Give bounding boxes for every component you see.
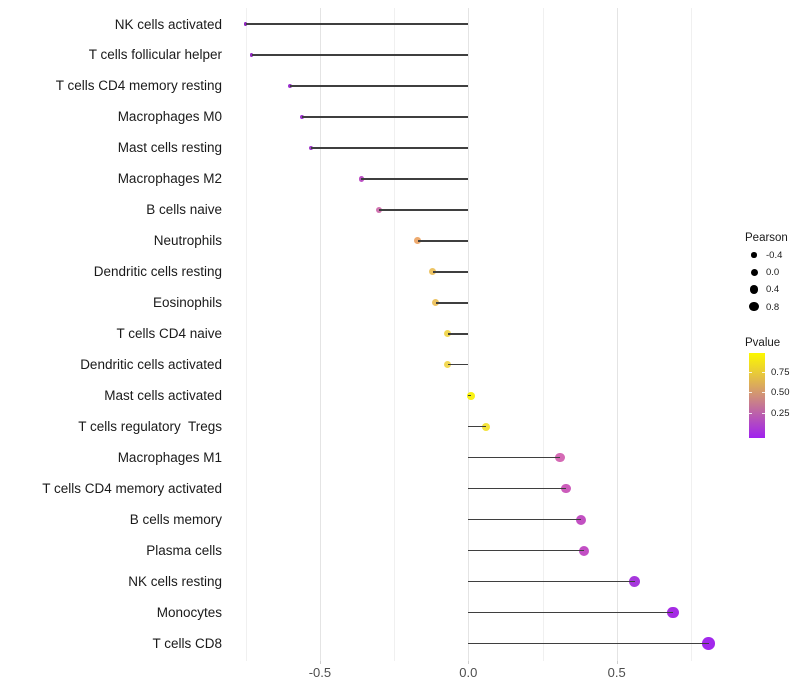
gridline-major <box>319 8 321 661</box>
category-label: Eosinophils <box>152 295 222 311</box>
category-label: Mast cells activated <box>104 388 222 404</box>
x-tick-mark <box>616 661 618 664</box>
lollipop-stem <box>432 271 469 273</box>
lollipop-dot <box>467 391 476 400</box>
lollipop-dot <box>432 299 440 307</box>
category-label: Plasma cells <box>146 543 222 559</box>
pvalue-colorbar <box>749 353 765 438</box>
lollipop-stem <box>435 302 469 304</box>
lollipop-stem <box>468 425 487 428</box>
category-label: Macrophages M1 <box>117 450 222 466</box>
lollipop-dot <box>576 514 587 525</box>
gridline-major <box>468 8 470 661</box>
size-legend-label: 0.4 <box>766 284 780 296</box>
lollipop-dot <box>628 575 641 588</box>
lollipop-dot <box>249 53 254 57</box>
colorbar-label: 0.25 <box>771 407 790 419</box>
category-label: Macrophages M0 <box>117 109 222 125</box>
category-label: T cells CD4 naive <box>116 326 222 342</box>
lollipop-stem <box>468 518 582 521</box>
gridline-minor <box>394 8 396 661</box>
lollipop-dot <box>667 606 680 619</box>
x-tick-label: -0.5 <box>308 665 332 680</box>
size-legend-label: -0.4 <box>766 250 783 261</box>
lollipop-stem <box>468 456 561 459</box>
size-legend-dot <box>751 252 757 258</box>
lollipop-dot <box>414 237 422 245</box>
lollipop-dot <box>555 452 566 463</box>
category-label: NK cells activated <box>114 16 222 32</box>
size-legend-title: Pearson <box>745 232 788 244</box>
x-tick-mark <box>319 661 321 664</box>
lollipop-stem <box>447 333 469 335</box>
colorbar-tick <box>749 412 752 414</box>
lollipop-stem <box>302 116 469 118</box>
category-label: Macrophages M2 <box>117 171 222 187</box>
colorbar-tick <box>762 372 765 374</box>
category-label: T cells CD4 memory activated <box>42 481 222 497</box>
lollipop-stem <box>417 240 469 242</box>
colorbar-label: 0.75 <box>771 367 790 379</box>
category-label: T cells CD4 memory resting <box>55 78 222 94</box>
size-legend-dot <box>749 285 759 294</box>
lollipop-stem <box>468 549 585 552</box>
category-label: T cells CD8 <box>152 636 222 651</box>
category-label: Dendritic cells activated <box>80 357 222 373</box>
lollipop-dot <box>288 83 293 89</box>
x-tick-label: 0.5 <box>607 665 626 680</box>
lollipop-stem <box>310 147 469 149</box>
lollipop-dot <box>376 206 383 213</box>
lollipop-dot <box>429 268 437 276</box>
category-label: T cells regulatory Tregs <box>78 419 222 435</box>
lollipop-stem <box>245 23 469 25</box>
lollipop-stem <box>468 611 674 614</box>
lollipop-stem <box>468 642 709 645</box>
gridline-minor <box>690 8 692 661</box>
category-label: Dendritic cells resting <box>93 264 222 280</box>
size-legend-dot <box>749 301 759 312</box>
x-tick-mark <box>468 661 470 664</box>
gridline-minor <box>245 8 247 661</box>
category-label: T cells follicular helper <box>88 47 222 63</box>
colorbar-label: 0.50 <box>771 387 790 399</box>
lollipop-stem <box>379 209 469 211</box>
category-label: Monocytes <box>156 605 222 621</box>
size-legend-label: 0.8 <box>766 301 780 313</box>
colorbar-tick <box>749 372 752 374</box>
size-legend-label: 0.0 <box>766 267 780 279</box>
category-label: NK cells resting <box>128 574 222 590</box>
category-label: B cells memory <box>129 512 222 528</box>
lollipop-stem <box>468 394 472 397</box>
gridline-minor <box>542 8 544 661</box>
category-label: B cells naive <box>146 202 222 218</box>
lollipop-stem <box>468 580 635 583</box>
gridline-major <box>616 8 618 661</box>
lollipop-stem <box>361 178 469 180</box>
colorbar-tick <box>762 412 765 414</box>
lollipop-stem <box>447 363 469 366</box>
color-legend-title: Pvalue <box>745 337 781 349</box>
lollipop-stem <box>251 54 469 56</box>
lollipop-stem <box>290 85 469 87</box>
colorbar-tick <box>762 392 765 394</box>
category-label: Mast cells resting <box>117 140 222 156</box>
lollipop-stem <box>468 487 567 490</box>
x-tick-label: 0.0 <box>459 665 478 680</box>
size-legend-dot <box>750 268 758 276</box>
category-label: Neutrophils <box>153 233 222 249</box>
lollipop-dot <box>579 545 590 556</box>
colorbar-tick <box>749 392 752 394</box>
